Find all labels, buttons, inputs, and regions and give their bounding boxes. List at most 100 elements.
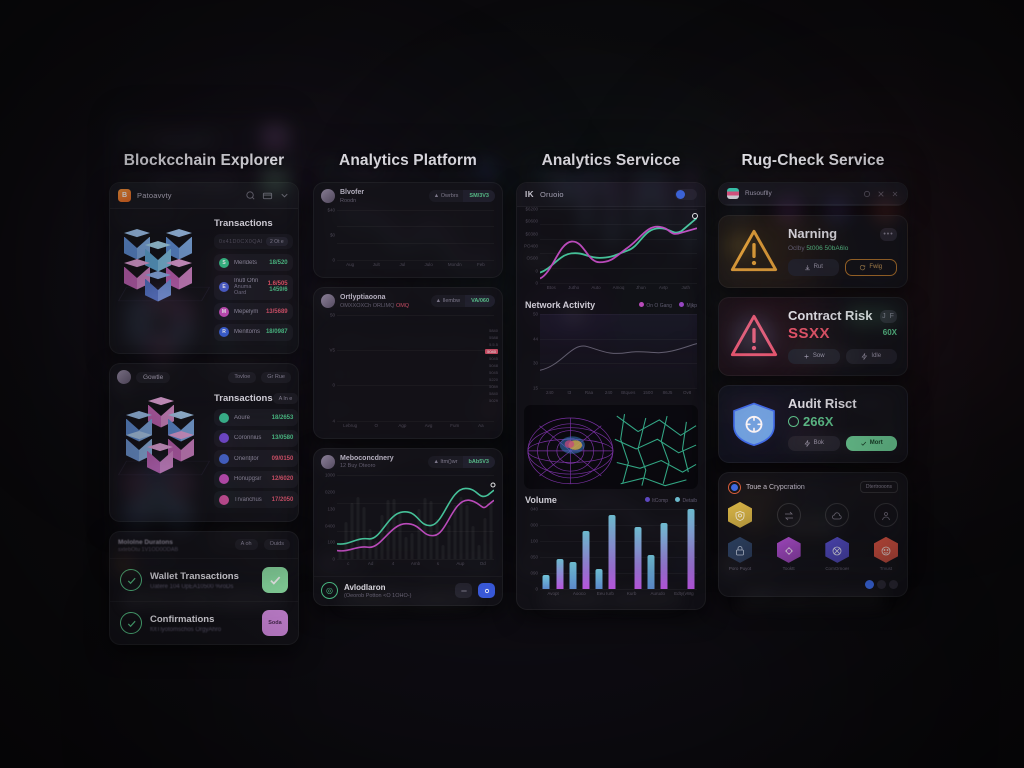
refresh-icon: [859, 264, 866, 271]
status-subtitle: sxtebOtu 1V1OD0ODAB: [118, 547, 179, 553]
status-row[interactable]: Confirmations f0tTlyotomschos OrgyAhro Sod…: [110, 601, 298, 644]
x-tick: Auto: [591, 285, 601, 290]
plot-area: [540, 209, 698, 284]
subtitle-accent: OMQ: [395, 302, 410, 309]
transaction-name: Menltoms: [234, 329, 261, 335]
service-title: Oruoio: [540, 190, 564, 199]
search-submit-button[interactable]: 2 Ot e: [266, 237, 288, 246]
volume-bar: [569, 561, 577, 589]
pagination-dot[interactable]: [889, 579, 898, 589]
token-icon-item[interactable]: Tooktt: [776, 536, 801, 571]
minimize-icon[interactable]: [877, 190, 885, 198]
profile-chip-1[interactable]: Gr Rue: [261, 371, 291, 383]
settings-icon[interactable]: [863, 190, 871, 198]
token-icon-item[interactable]: Poro Puyot: [728, 536, 752, 571]
status-action-button[interactable]: Soda: [262, 610, 288, 636]
icon-glyph: [783, 544, 795, 556]
transaction-row[interactable]: Trvanchus 17/2050: [214, 491, 298, 508]
legend-label: On O Gang: [646, 302, 672, 309]
search-icon[interactable]: [245, 190, 256, 201]
volume-bar: [687, 509, 694, 589]
y-tick: 0200: [324, 489, 335, 495]
y-tick: $0: [329, 232, 335, 238]
rugcheck-button-rut[interactable]: Rut: [788, 258, 839, 276]
chevron-down-icon[interactable]: [279, 190, 290, 201]
icon-glyph: [880, 544, 892, 556]
card-menu-button[interactable]: J F: [880, 309, 897, 323]
y-tick: 50: [532, 311, 538, 317]
pagination-dot[interactable]: [877, 579, 886, 589]
close-icon[interactable]: [891, 190, 899, 198]
ladder-tick: 5045: [489, 355, 498, 361]
transaction-name: Trvanchus: [234, 496, 262, 503]
card-menu-button[interactable]: •••: [880, 227, 897, 241]
status-chip-0[interactable]: A oh: [234, 538, 258, 550]
y-tick: $40: [327, 207, 335, 213]
status-action-label: Soda: [268, 620, 282, 626]
service-logo: IK: [525, 190, 534, 199]
gridline: [337, 259, 494, 261]
token-icon-item[interactable]: ComOrnoes: [825, 536, 850, 571]
legend-label: ltComp: [652, 497, 669, 504]
token-icon-item[interactable]: [873, 502, 898, 528]
footer-button-secondary[interactable]: [455, 583, 472, 599]
x-axis: Btos Jutho Auto Amoq Jhun Avtp Juth: [540, 285, 697, 295]
shield-check-icon: [729, 401, 779, 447]
footer-button-primary[interactable]: [478, 583, 495, 599]
wallet-icon[interactable]: [262, 190, 273, 201]
pagination-dot-active[interactable]: [865, 579, 874, 589]
token-grid-button[interactable]: Dtertrooons: [859, 481, 898, 494]
analytics-card-subtitle: 12 Buy Oteoro: [340, 463, 376, 470]
transaction-row[interactable]: Aoure 18/2653: [214, 409, 298, 426]
status-row[interactable]: Wallet Transactions Uatere 104 UpEA10500 …: [110, 558, 298, 601]
icon-glyph: [783, 509, 795, 521]
y-tick: 30: [532, 360, 538, 366]
y-tick: 050: [530, 554, 538, 560]
column-title: Rug-Check Service: [741, 152, 885, 169]
y-tick: 44: [532, 336, 538, 342]
gridline: [540, 388, 697, 389]
x-tick: Agp: [398, 422, 407, 428]
price-series-svg: [540, 209, 697, 283]
y-tick: 100: [327, 539, 335, 545]
analytics-card-badge[interactable]: ▲ Ilembw VA/060: [430, 295, 495, 308]
hash-search-field[interactable]: 0x41D0CX0QADM 2 Ot e: [214, 234, 293, 249]
transaction-row[interactable]: M Mepelym 13/5689: [214, 303, 293, 320]
logo-letter: B: [121, 192, 128, 199]
transaction-row[interactable]: Coronnius 13/0580: [214, 429, 298, 447]
token-icon-item[interactable]: [776, 502, 801, 528]
transaction-row[interactable]: Honupgsir 12/6020: [214, 470, 298, 488]
volume-bar: [660, 522, 668, 589]
rugcheck-button-bok[interactable]: Bok: [788, 435, 840, 451]
analytics-card-badge[interactable]: ▲ Itm()wr bAb5V3: [428, 455, 495, 468]
x-tick: Aurudo: [650, 591, 666, 596]
transaction-row[interactable]: S Merldets 18/520: [214, 254, 293, 271]
y-tick: 0: [535, 280, 538, 286]
transaction-subvalue: 1459/6: [269, 287, 288, 293]
rugcheck-button-sow[interactable]: Sow: [788, 348, 840, 364]
analytics-card-badge[interactable]: ▲ Owrbrs SM/3V3: [428, 190, 495, 203]
x-swap-icon: [825, 536, 850, 563]
transaction-row[interactable]: R Menltoms 18/0987: [214, 323, 293, 341]
rugcheck-button-idle[interactable]: Idle: [845, 348, 897, 364]
y-tick: 040: [530, 506, 538, 512]
token-icon-item[interactable]: [825, 502, 850, 528]
gridline: [337, 243, 494, 245]
transaction-row[interactable]: Onentjtor 09/0150: [214, 450, 298, 467]
footer-title: Avlodlaron: [344, 582, 386, 592]
download-icon: [804, 264, 811, 271]
transaction-row[interactable]: E Inutl Ohn Anuma Oard 1.6/505 1459/6: [214, 274, 293, 300]
network-globe-visualization: [524, 405, 698, 489]
rugcheck-button-mort[interactable]: Mort: [845, 435, 897, 451]
status-action-button[interactable]: [262, 567, 288, 593]
x-tick: 86J5: [662, 390, 673, 395]
rugcheck-button-fwig[interactable]: Fwig: [844, 258, 897, 276]
token-icon-item[interactable]: Trvust: [873, 536, 898, 571]
profile-chip-0[interactable]: Tovloe: [228, 371, 257, 383]
transactions-actions[interactable]: A ln e: [272, 393, 298, 404]
status-chip-1[interactable]: Ouids: [263, 538, 290, 550]
transaction-value: 18/0987: [265, 329, 288, 335]
token-icon-item[interactable]: [728, 501, 752, 528]
service-toggle[interactable]: [675, 189, 697, 200]
